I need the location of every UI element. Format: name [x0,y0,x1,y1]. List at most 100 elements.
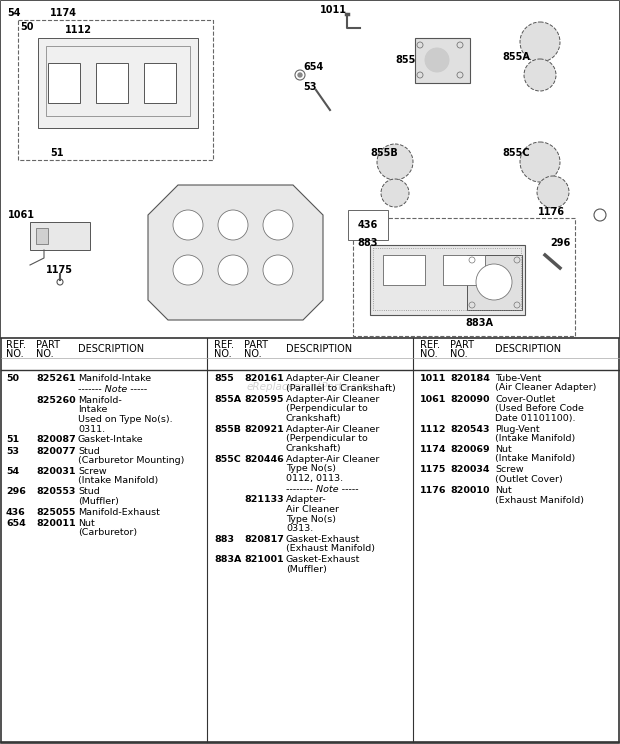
Text: PART: PART [244,340,268,350]
Text: (Intake Manifold): (Intake Manifold) [78,476,158,486]
Text: 1174: 1174 [50,8,77,18]
Bar [373,248,521,310]
Text: (Carburetor Mounting): (Carburetor Mounting) [78,456,184,465]
Text: 1112: 1112 [420,425,446,434]
Circle shape [218,210,248,240]
Text: 0112, 0113.: 0112, 0113. [286,473,343,483]
Text: 820069: 820069 [450,445,490,454]
Text: 0313.: 0313. [286,524,313,533]
Text: 51: 51 [6,435,19,444]
Text: Adapter-Air Cleaner: Adapter-Air Cleaner [286,455,379,464]
Circle shape [218,255,248,285]
Text: NO.: NO. [36,349,53,359]
Text: 53: 53 [303,82,316,92]
Text: 820010: 820010 [450,486,490,495]
Text: (Exhaust Manifold): (Exhaust Manifold) [495,496,584,504]
Text: Stud: Stud [78,446,100,455]
Text: 883A: 883A [214,556,241,565]
Polygon shape [148,185,323,320]
Bar [415,38,470,83]
Text: PART: PART [450,340,474,350]
Text: 821133: 821133 [244,496,283,504]
Text: 855A: 855A [214,394,241,403]
Bar [370,245,525,315]
Text: 654: 654 [6,519,26,528]
Bar [46,46,190,116]
Text: 54: 54 [7,8,20,18]
Text: 855: 855 [214,374,234,383]
Text: Manifold-Exhaust: Manifold-Exhaust [78,508,160,517]
Text: 883A: 883A [465,318,493,328]
Text: 1175: 1175 [46,265,73,275]
Text: 654: 654 [303,62,323,72]
Text: 1061: 1061 [420,394,446,403]
Text: 855B: 855B [214,425,241,434]
Text: (Air Cleaner Adapter): (Air Cleaner Adapter) [495,383,596,393]
Text: Type No(s): Type No(s) [286,464,336,473]
Text: Plug-Vent: Plug-Vent [495,425,539,434]
Text: (Exhaust Manifold): (Exhaust Manifold) [286,545,375,554]
Text: Gasket-Exhaust: Gasket-Exhaust [286,556,360,565]
Text: 820077: 820077 [36,446,76,455]
Text: (Muffler): (Muffler) [286,565,327,574]
Bar [443,255,485,285]
Text: 855C: 855C [502,148,529,158]
Text: 820543: 820543 [450,425,490,434]
Text: 855: 855 [395,55,415,65]
Circle shape [524,59,556,91]
Text: PART: PART [36,340,60,350]
Text: Adapter-Air Cleaner: Adapter-Air Cleaner [286,374,379,383]
Text: 820184: 820184 [450,374,490,383]
Text: 820034: 820034 [450,466,490,475]
Text: Cover-Outlet: Cover-Outlet [495,394,556,403]
Text: 855A: 855A [502,52,530,62]
Text: Crankshaft): Crankshaft) [286,414,342,423]
Text: 436: 436 [6,508,26,517]
Text: NO.: NO. [244,349,262,359]
Text: Gasket-Exhaust: Gasket-Exhaust [286,535,360,544]
Text: (Used Before Code: (Used Before Code [495,404,584,413]
Text: NO.: NO. [420,349,438,359]
Text: Manifold-: Manifold- [78,396,122,405]
Text: 54: 54 [6,467,19,476]
Text: 825260: 825260 [36,396,76,405]
Text: 825261: 825261 [36,374,76,383]
Bar [36,228,48,244]
Text: Tube-Vent: Tube-Vent [495,374,541,383]
Bar [38,38,198,128]
Text: Used on Type No(s).: Used on Type No(s). [78,415,172,424]
Text: NO.: NO. [450,349,467,359]
Text: DESCRIPTION: DESCRIPTION [78,344,144,354]
Circle shape [520,142,560,182]
Text: 1011: 1011 [320,5,347,15]
Text: Screw: Screw [78,467,107,476]
Text: 436: 436 [358,220,378,230]
Text: 50: 50 [6,374,19,383]
Text: 53: 53 [6,446,19,455]
Text: (Carburetor): (Carburetor) [78,528,137,537]
Bar [48,63,80,103]
Text: 1176: 1176 [538,207,565,217]
Text: (Intake Manifold): (Intake Manifold) [495,455,575,464]
Bar [18,20,213,160]
Bar [96,63,128,103]
Bar [1,1,619,338]
Circle shape [173,255,203,285]
Bar [383,255,425,285]
Text: 820087: 820087 [36,435,76,444]
Text: REF.: REF. [214,340,234,350]
Text: -------- Note -----: -------- Note ----- [286,484,358,493]
Text: 820817: 820817 [244,535,284,544]
Text: ------- Note -----: ------- Note ----- [78,385,147,394]
Text: 820446: 820446 [244,455,284,464]
Text: 820161: 820161 [244,374,284,383]
Text: (Perpendicular to: (Perpendicular to [286,404,368,413]
Text: eReplacementParts.com: eReplacementParts.com [246,382,374,392]
Text: 820031: 820031 [36,467,76,476]
Text: 1011: 1011 [420,374,446,383]
Text: Adapter-: Adapter- [286,496,327,504]
Text: Adapter-Air Cleaner: Adapter-Air Cleaner [286,394,379,403]
Text: 1112: 1112 [65,25,92,35]
Text: Adapter-Air Cleaner: Adapter-Air Cleaner [286,425,379,434]
Text: Gasket-Intake: Gasket-Intake [78,435,144,444]
